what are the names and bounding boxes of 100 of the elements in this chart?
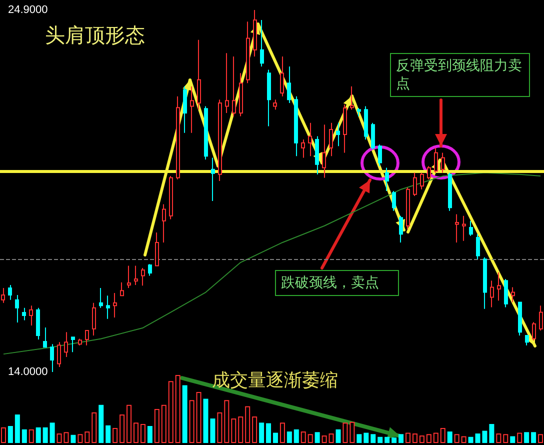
bar xyxy=(217,412,222,443)
candlestick xyxy=(78,338,82,346)
bar xyxy=(328,433,334,443)
bar xyxy=(189,400,194,443)
bar xyxy=(8,426,13,443)
bar xyxy=(106,425,111,443)
bar xyxy=(203,398,208,443)
bar xyxy=(78,434,83,443)
candlestick xyxy=(267,69,271,127)
bar xyxy=(126,404,132,443)
candlestick xyxy=(85,330,89,346)
candlestick xyxy=(253,10,257,57)
bar xyxy=(322,436,327,443)
bar xyxy=(238,416,244,443)
annotation: 成交量逐渐萎缩 xyxy=(212,369,338,392)
bar xyxy=(231,418,236,443)
candlestick xyxy=(134,265,138,286)
candlestick xyxy=(420,172,424,190)
bar xyxy=(461,436,466,443)
bar xyxy=(412,433,418,443)
candlestick xyxy=(322,124,326,178)
annotation: 反弹受到颈线阻力卖点 xyxy=(390,53,530,97)
bar xyxy=(84,431,90,443)
bar xyxy=(64,432,69,443)
candlestick xyxy=(434,147,438,174)
bar xyxy=(140,424,146,443)
bar xyxy=(433,432,438,443)
candlestick xyxy=(15,294,19,324)
bar xyxy=(370,434,376,443)
bar xyxy=(384,436,390,443)
candlestick xyxy=(399,215,403,243)
bar xyxy=(161,404,166,443)
candlestick xyxy=(71,336,75,353)
candlestick xyxy=(99,287,103,308)
bar xyxy=(36,427,41,443)
candlestick xyxy=(225,52,229,114)
bar xyxy=(503,434,508,443)
candlestick xyxy=(113,292,117,318)
candlestick xyxy=(218,99,222,182)
bar xyxy=(398,434,404,443)
bar xyxy=(252,416,258,443)
bar xyxy=(294,429,299,443)
bar xyxy=(419,436,424,443)
bar xyxy=(22,429,27,443)
candlestick xyxy=(148,264,152,276)
bar xyxy=(42,427,48,443)
bar xyxy=(196,392,202,443)
candlestick xyxy=(120,282,124,296)
bar xyxy=(182,385,188,443)
bar xyxy=(482,430,488,443)
bar xyxy=(70,434,76,443)
bar xyxy=(14,414,20,443)
bar xyxy=(489,424,494,443)
candlestick xyxy=(287,66,291,104)
candlestick xyxy=(413,172,417,196)
bar xyxy=(496,433,502,443)
bar xyxy=(454,434,460,443)
candlestick xyxy=(280,56,284,97)
candlestick xyxy=(8,284,12,300)
bar xyxy=(426,434,432,443)
bar xyxy=(280,422,285,443)
candlestick xyxy=(364,106,368,140)
bar xyxy=(50,422,55,443)
y-tick-label: 24.9000 xyxy=(8,4,48,16)
bar xyxy=(98,404,104,443)
bar xyxy=(440,428,446,443)
candlestick xyxy=(260,19,264,67)
candlestick xyxy=(539,305,543,331)
candlestick xyxy=(106,295,110,320)
bar xyxy=(112,428,118,443)
bar xyxy=(356,434,362,443)
bar xyxy=(210,418,216,443)
bar xyxy=(538,434,544,443)
bar xyxy=(92,412,97,443)
candlestick xyxy=(57,342,61,368)
candlestick xyxy=(343,104,347,154)
bar xyxy=(0,427,6,443)
candlestick xyxy=(204,106,208,160)
bar xyxy=(517,432,522,443)
candlestick xyxy=(197,39,201,110)
candlestick xyxy=(22,307,26,321)
bar xyxy=(308,434,313,443)
y-tick-label: 14.0000 xyxy=(8,366,48,378)
candlestick xyxy=(385,167,389,192)
bar xyxy=(364,432,369,443)
candlestick xyxy=(232,56,236,117)
bar xyxy=(350,422,355,443)
candlestick xyxy=(371,122,375,150)
bar xyxy=(286,431,292,443)
candlestick xyxy=(273,99,277,110)
candlestick xyxy=(29,305,33,326)
candlestick xyxy=(301,139,305,158)
bar xyxy=(134,422,138,443)
candlestick xyxy=(1,287,5,304)
bar xyxy=(259,422,264,443)
candlestick xyxy=(211,157,215,202)
candlestick xyxy=(50,344,54,372)
candlestick xyxy=(392,190,396,212)
candlestick xyxy=(406,187,410,230)
bar xyxy=(120,414,125,443)
